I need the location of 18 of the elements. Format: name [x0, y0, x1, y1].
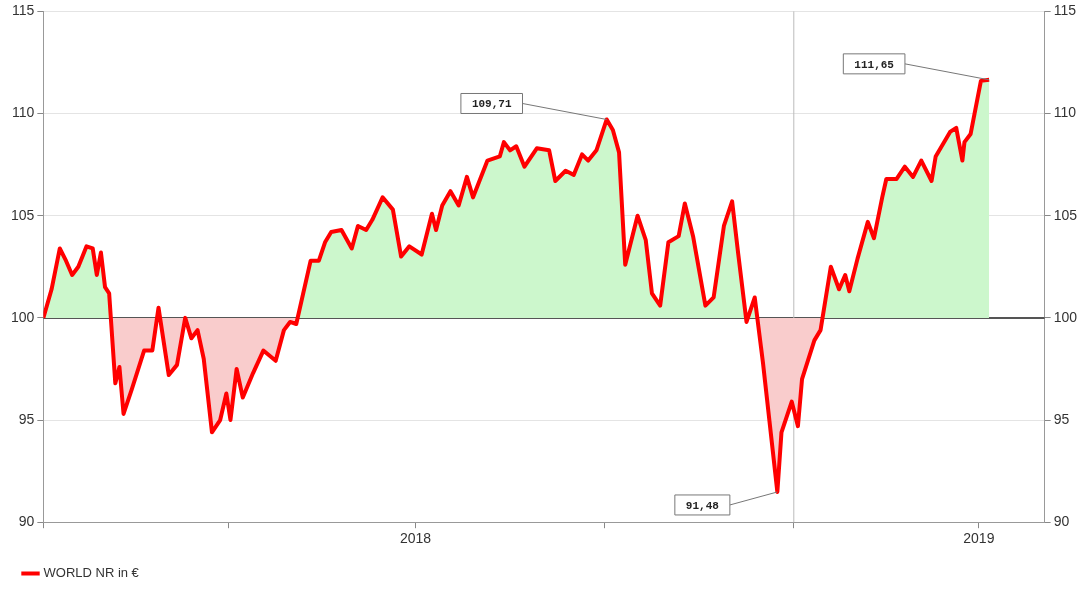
y2-tick-label: 105 — [1053, 206, 1078, 223]
y-tick-label: 90 — [18, 513, 35, 530]
annotation: 111,65 — [854, 58, 895, 71]
y-tick-label: 100 — [11, 308, 35, 325]
y-tick-label: 105 — [11, 206, 35, 223]
y2-tick-label: 90 — [1053, 513, 1070, 530]
y2-tick-label: 100 — [1053, 308, 1078, 325]
y-tick-label: 95 — [18, 410, 35, 427]
y-tick-label: 115 — [12, 2, 35, 19]
y2-tick-label: 115 — [1053, 2, 1077, 19]
x-tick-label: 2019 — [963, 530, 995, 547]
x-tick-label: 2018 — [399, 530, 432, 547]
annotation: 109,71 — [471, 98, 512, 111]
y2-tick-label: 110 — [1053, 104, 1077, 121]
y-tick-label: 110 — [12, 104, 35, 121]
legend-label: WORLD NR in € — [43, 565, 140, 581]
y2-tick-label: 95 — [1053, 410, 1070, 427]
annotation: 91,48 — [685, 499, 720, 512]
